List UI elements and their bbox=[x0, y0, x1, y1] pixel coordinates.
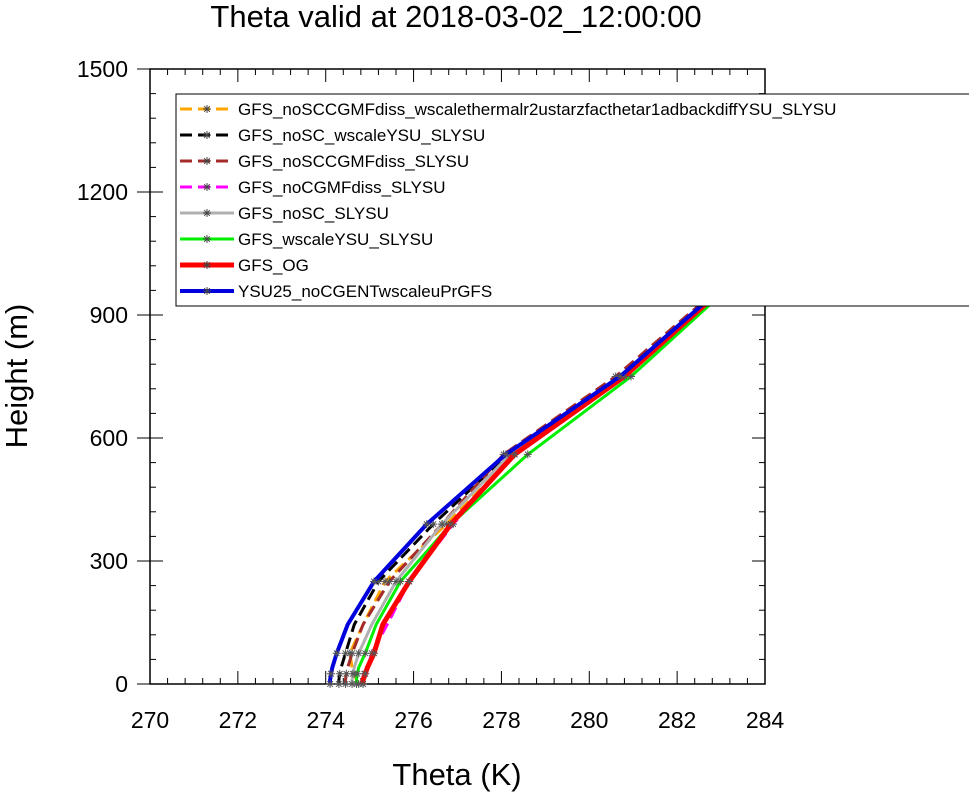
series-6-marker bbox=[353, 669, 362, 678]
legend-marker-1 bbox=[203, 105, 211, 113]
legend-marker-4 bbox=[203, 183, 211, 191]
x-tick-label: 282 bbox=[658, 707, 696, 733]
legend-label-4: GFS_noCGMFdiss_SLYSU bbox=[238, 178, 446, 197]
legend-marker-7 bbox=[203, 261, 211, 269]
plot-frame bbox=[149, 68, 766, 685]
legend-label-8: YSU25_noCGENTwscaleuPrGFS bbox=[238, 282, 492, 301]
series-7-marker bbox=[510, 450, 519, 459]
series-3-marker bbox=[385, 577, 394, 586]
series-line-8 bbox=[328, 239, 767, 684]
series-7-marker bbox=[405, 577, 414, 586]
series-8-marker bbox=[326, 669, 335, 678]
series-7-marker bbox=[359, 680, 368, 688]
legend-marker-3 bbox=[203, 157, 211, 165]
series-3-marker bbox=[611, 372, 620, 381]
legend: GFS_noSCCGMFdiss_wscalethermalr2ustarzfa… bbox=[175, 93, 969, 307]
series-6-marker bbox=[396, 577, 405, 586]
series-5-marker bbox=[348, 669, 357, 678]
legend-label-3: GFS_noSCCGMFdiss_SLYSU bbox=[238, 152, 469, 171]
series-2-marker bbox=[429, 520, 438, 529]
series-7-marker bbox=[361, 669, 370, 678]
series-6-marker bbox=[361, 649, 370, 658]
series-7-marker bbox=[370, 649, 379, 658]
series-5-marker bbox=[354, 649, 363, 658]
series-1-marker bbox=[381, 577, 390, 586]
series-lines bbox=[326, 235, 769, 688]
legend-box bbox=[175, 93, 969, 307]
series-6-marker bbox=[352, 680, 361, 688]
x-axis-label: Theta (K) bbox=[392, 757, 521, 792]
series-7-marker bbox=[446, 520, 455, 529]
series-6-marker bbox=[523, 450, 532, 459]
series-8-marker bbox=[332, 649, 341, 658]
series-5-marker bbox=[392, 577, 400, 586]
series-3-marker bbox=[341, 680, 350, 688]
legend-marker-6 bbox=[203, 235, 211, 243]
series-2-marker bbox=[334, 680, 343, 688]
legend-label-1: GFS_noSCCGMFdiss_wscalethermalr2ustarzfa… bbox=[238, 100, 836, 119]
y-tick-label: 1200 bbox=[77, 179, 128, 205]
series-8-marker bbox=[422, 520, 431, 529]
series-8-marker bbox=[501, 450, 510, 459]
chart-title: Theta valid at 2018-03-02_12:00:00 bbox=[210, 0, 701, 34]
series-8-marker bbox=[616, 372, 625, 381]
x-tick-label: 284 bbox=[746, 707, 785, 733]
series-8-marker bbox=[326, 680, 335, 688]
legend-marker-5 bbox=[203, 209, 211, 217]
series-6-marker bbox=[627, 372, 636, 381]
legend-marker-2 bbox=[203, 131, 211, 139]
x-tick-label: 274 bbox=[307, 707, 346, 733]
x-tick-label: 278 bbox=[482, 707, 520, 733]
axis-ticks: 270 272 274 276 278 280 282 284 0 300 600 900 1200 15… bbox=[77, 56, 785, 733]
legend-label-7: GFS_OG bbox=[238, 256, 309, 275]
series-2-marker bbox=[341, 649, 350, 658]
y-tick-label: 1500 bbox=[77, 56, 128, 82]
series-8-marker bbox=[370, 577, 379, 586]
x-tick-label: 272 bbox=[219, 707, 257, 733]
series-2-marker bbox=[374, 577, 383, 586]
y-tick-label: 0 bbox=[115, 671, 128, 697]
legend-label-2: GFS_noSC_wscaleYSU_SLYSU bbox=[238, 126, 485, 145]
x-tick-label: 276 bbox=[394, 707, 432, 733]
y-tick-label: 900 bbox=[90, 302, 128, 328]
series-3-marker bbox=[342, 669, 351, 678]
legend-label-5: GFS_noSC_SLYSU bbox=[238, 204, 389, 223]
legend-label-6: GFS_wscaleYSU_SLYSU bbox=[238, 230, 433, 249]
series-line-6 bbox=[355, 244, 767, 684]
series-5-marker bbox=[348, 680, 357, 688]
series-2-marker bbox=[335, 669, 344, 678]
y-tick-label: 600 bbox=[90, 425, 128, 451]
series-5-marker bbox=[438, 520, 447, 529]
series-5-marker bbox=[506, 450, 515, 459]
x-tick-label: 270 bbox=[131, 707, 169, 733]
legend-marker-8 bbox=[203, 287, 211, 295]
y-tick-label: 300 bbox=[90, 548, 128, 574]
series-3-marker bbox=[348, 649, 357, 658]
series-1-marker bbox=[442, 520, 451, 529]
x-tick-label: 280 bbox=[570, 707, 608, 733]
y-axis-label: Height (m) bbox=[0, 304, 34, 449]
series-7-marker bbox=[620, 372, 629, 381]
